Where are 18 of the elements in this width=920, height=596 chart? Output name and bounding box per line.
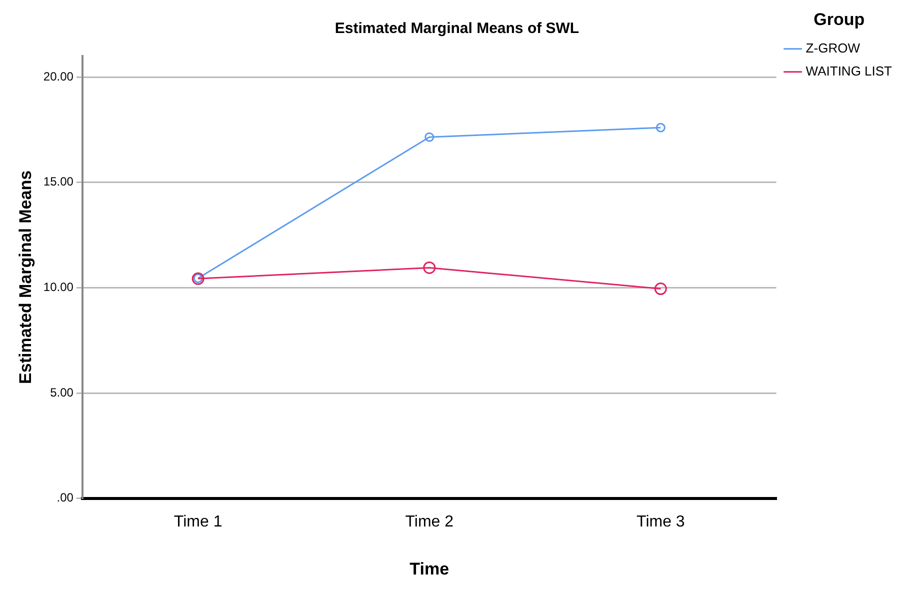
y-tick-label: 15.00 [43, 174, 74, 189]
legend-label: Z-GROW [806, 40, 861, 56]
chart-title: Estimated Marginal Means of SWL [334, 20, 580, 38]
point [423, 261, 436, 274]
x-tick-label: Time 1 [174, 513, 222, 530]
legend-label: WAITING LIST [806, 63, 892, 78]
point [424, 132, 434, 142]
x-tick-label: Time 2 [405, 513, 454, 530]
point [656, 122, 666, 132]
x-axis-title: Time [410, 559, 450, 578]
y-tick-label: 10.00 [43, 280, 74, 294]
y-tick-label: .00 [56, 490, 74, 505]
y-tick-label: 20.00 [43, 69, 74, 84]
y-axis-title: Estimated Marginal Means [16, 170, 35, 384]
x-tick-label: Time 3 [636, 513, 685, 530]
y-tick-label: 5.00 [50, 385, 74, 400]
legend-title: Group [814, 10, 865, 30]
point [654, 282, 667, 296]
